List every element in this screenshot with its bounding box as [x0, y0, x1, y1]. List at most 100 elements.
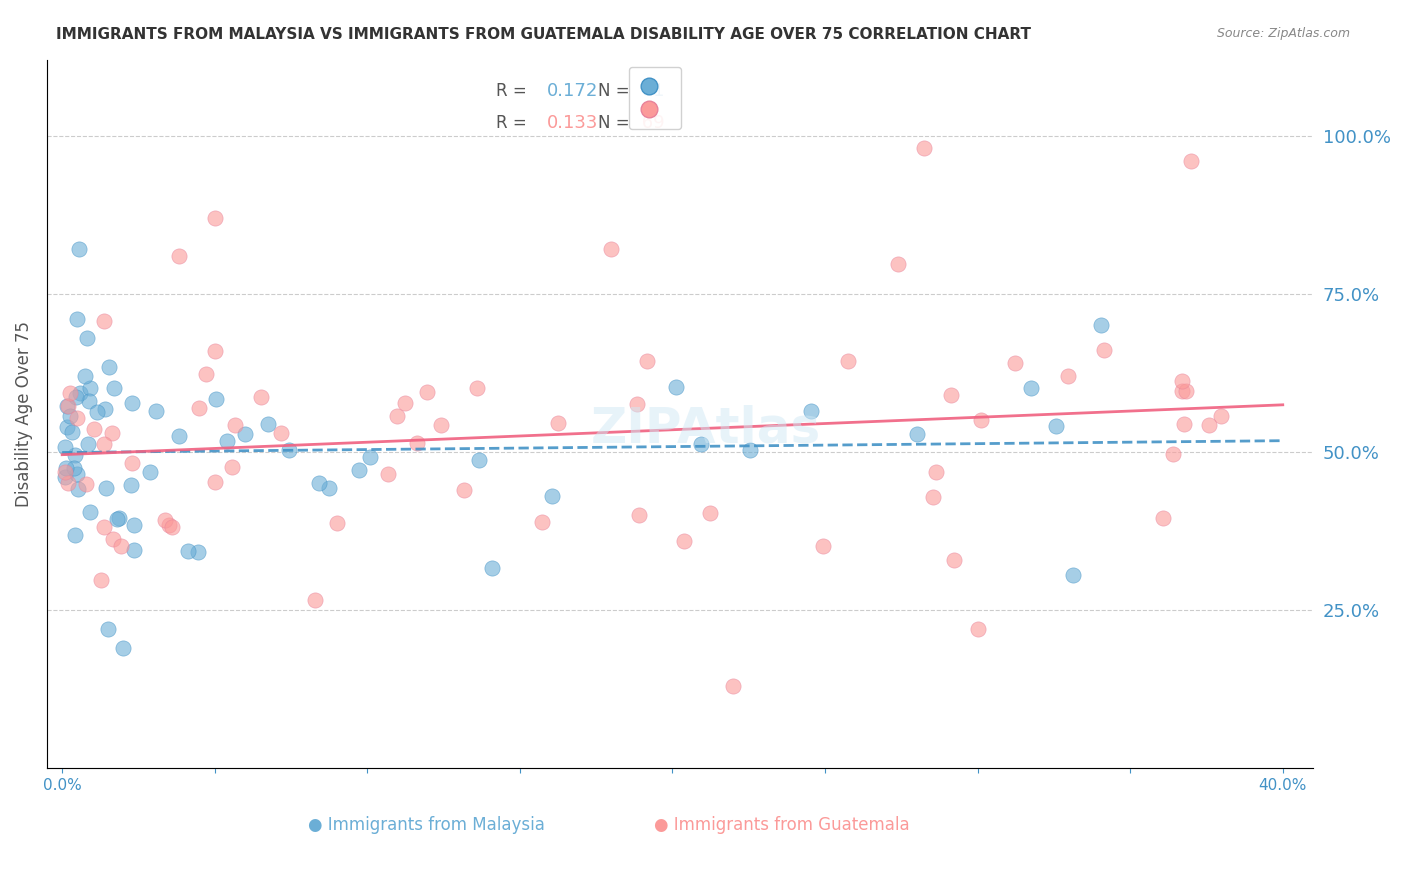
Point: [110, 539, 132, 553]
Point: [318, 481, 340, 495]
Point: [1092, 343, 1115, 358]
Point: [55, 419, 77, 434]
Point: [62, 461, 84, 475]
Point: [204, 211, 226, 225]
Point: [429, 417, 451, 432]
Point: [204, 344, 226, 359]
Text: 0.172: 0.172: [547, 82, 599, 101]
Point: [103, 381, 125, 395]
Point: [1019, 380, 1042, 394]
Point: [53, 441, 76, 455]
Point: [250, 390, 273, 404]
Text: ● Immigrants from Guatemala: ● Immigrants from Guatemala: [654, 816, 910, 834]
Point: [406, 436, 429, 450]
Point: [626, 397, 648, 411]
Point: [65, 390, 87, 404]
Point: [1198, 417, 1220, 432]
Point: [53, 465, 76, 479]
Point: [187, 401, 209, 415]
Point: [167, 249, 190, 263]
Point: [723, 679, 745, 693]
Point: [1173, 417, 1195, 431]
Point: [1045, 419, 1067, 434]
Point: [96, 482, 118, 496]
Point: [837, 354, 859, 368]
Point: [157, 518, 180, 533]
Point: [66, 467, 89, 482]
Text: R =: R =: [496, 82, 533, 101]
Point: [1152, 510, 1174, 524]
Point: [1171, 374, 1194, 388]
Point: [108, 510, 131, 524]
Legend: , : ,: [628, 67, 681, 129]
Point: [939, 388, 962, 402]
Point: [1161, 447, 1184, 461]
Point: [628, 508, 651, 522]
Point: [121, 396, 143, 410]
Point: [547, 416, 569, 430]
Point: [1209, 409, 1232, 423]
Point: [224, 417, 246, 432]
Point: [90, 573, 112, 587]
Point: [105, 512, 128, 526]
Point: [77, 436, 100, 450]
Text: N =: N =: [598, 82, 634, 101]
Point: [943, 553, 966, 567]
Point: [93, 437, 115, 451]
Point: [1171, 384, 1194, 398]
Point: [541, 489, 564, 503]
Point: [63, 448, 86, 462]
Point: [907, 427, 929, 442]
Point: [75, 477, 97, 491]
Point: [153, 513, 176, 527]
Point: [887, 256, 910, 270]
Point: [79, 505, 101, 519]
Point: [925, 465, 948, 479]
Point: [112, 641, 135, 656]
Point: [665, 380, 688, 394]
Point: [690, 437, 713, 451]
Point: [966, 622, 988, 636]
Point: [145, 404, 167, 418]
Point: [221, 459, 243, 474]
Point: [59, 409, 82, 424]
Point: [531, 515, 554, 529]
Point: [160, 520, 183, 534]
Point: [103, 532, 125, 546]
Point: [415, 385, 437, 400]
Point: [699, 506, 721, 520]
Point: [377, 467, 399, 481]
Point: [800, 403, 823, 417]
Point: [922, 490, 945, 504]
Point: [101, 426, 124, 441]
Text: 0.133: 0.133: [547, 114, 599, 132]
Point: [270, 426, 292, 441]
Point: [394, 396, 416, 410]
Point: [194, 367, 217, 381]
Point: [60, 425, 83, 439]
Point: [83, 422, 105, 436]
Point: [53, 470, 76, 484]
Point: [1004, 356, 1026, 370]
Point: [124, 518, 146, 533]
Point: [73, 368, 96, 383]
Point: [56, 400, 79, 414]
Point: [468, 453, 491, 467]
Point: [77, 393, 100, 408]
Point: [66, 482, 89, 496]
Point: [79, 381, 101, 395]
Point: [97, 359, 120, 374]
Point: [1056, 369, 1078, 384]
Text: Source: ZipAtlas.com: Source: ZipAtlas.com: [1216, 27, 1350, 40]
Point: [347, 463, 370, 477]
Point: [169, 429, 191, 443]
Point: [59, 386, 82, 401]
Text: ● Immigrants from Malaysia: ● Immigrants from Malaysia: [308, 816, 546, 834]
Point: [914, 141, 936, 155]
Point: [58, 476, 80, 491]
Point: [453, 483, 475, 498]
Point: [738, 443, 761, 458]
Point: [1174, 384, 1197, 398]
Point: [121, 456, 143, 470]
Point: [63, 527, 86, 541]
